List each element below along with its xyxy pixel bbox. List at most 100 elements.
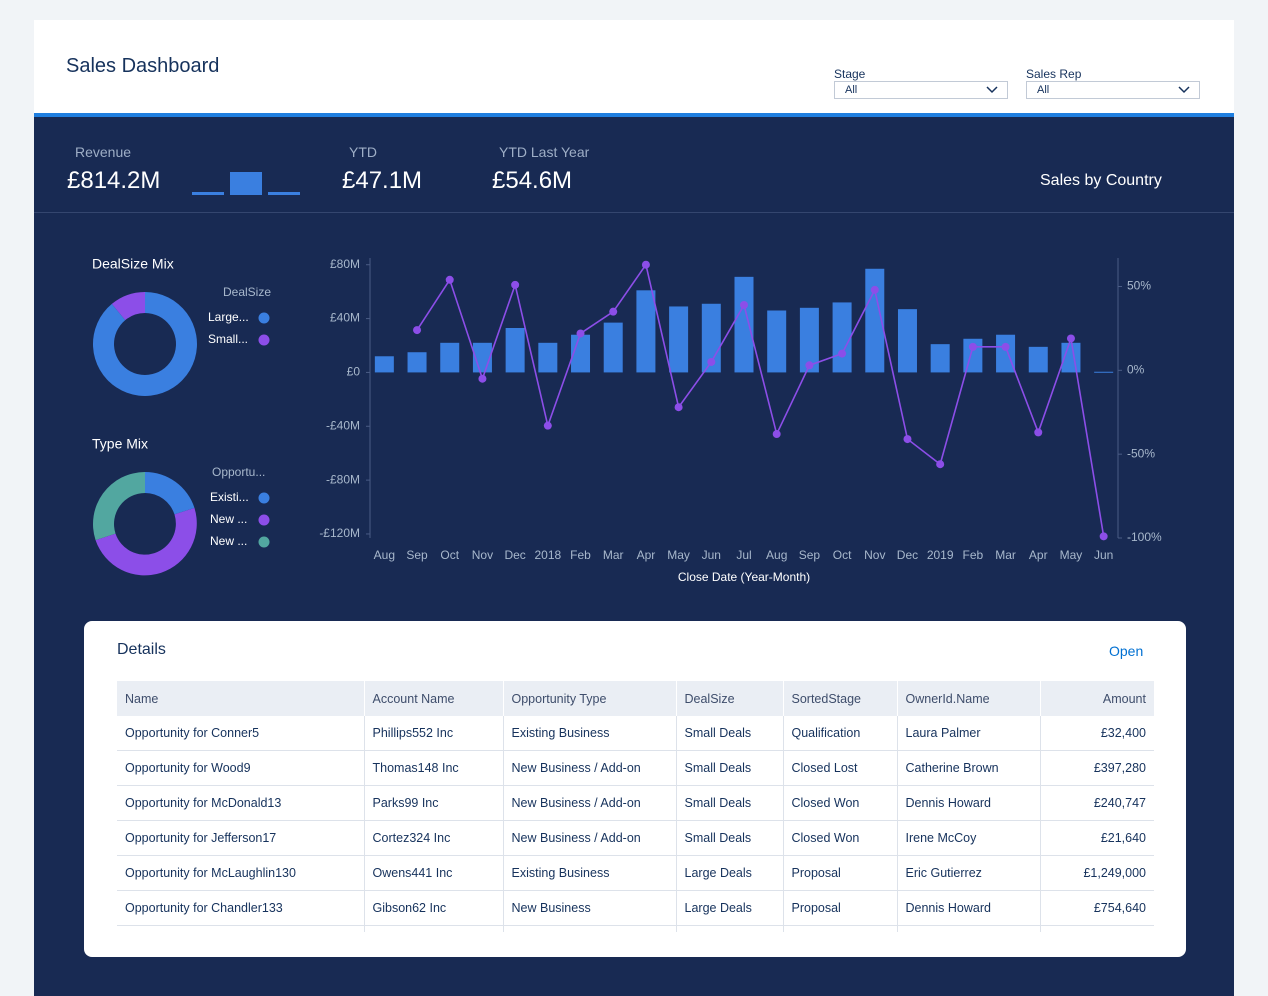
- kpi-value: £814.2M: [67, 167, 161, 194]
- table-cell: Existing Business: [503, 716, 677, 751]
- line-point: [772, 430, 781, 439]
- bar: [865, 268, 885, 373]
- table-row: Opportunity for McDonald13 Parks99 Inc New…: [117, 785, 1154, 821]
- table-cell: Irene McCoy: [897, 820, 1041, 856]
- filter-value: All: [845, 84, 858, 96]
- line-point: [1066, 334, 1075, 343]
- x-tick-label: Nov: [472, 548, 493, 562]
- table-cell: £21,640: [1040, 820, 1154, 856]
- table-body: Opportunity for Conner5 Phillips552 Inc Ex…: [117, 716, 1154, 932]
- details-title: Details: [117, 641, 166, 658]
- table-cell: Small Deals: [676, 716, 784, 751]
- table-cell: Opportunity for Chandler133: [117, 890, 365, 926]
- table-cell: Proposal: [783, 890, 898, 926]
- table-cell: Catherine Brown: [897, 750, 1041, 786]
- x-tick-label: Nov: [864, 548, 885, 562]
- x-axis-title: Close Date (Year-Month): [678, 570, 810, 584]
- table-cell: [676, 925, 784, 932]
- bar: [734, 276, 754, 373]
- table-cell: Eric Gutierrez: [897, 855, 1041, 891]
- x-tick-label: Mar: [603, 548, 624, 562]
- x-tick-label: May: [667, 548, 690, 562]
- table-cell: Closed Won: [783, 785, 898, 821]
- donut-segment: [95, 507, 197, 576]
- table-cell: Proposal: [783, 855, 898, 891]
- x-tick-label: Jun: [702, 548, 721, 562]
- table-cell: New Business / Add-on: [503, 750, 677, 786]
- widget-title: Sales by Country: [1040, 172, 1162, 189]
- line-point: [445, 275, 454, 284]
- open-link[interactable]: Open: [1109, 643, 1144, 659]
- bar: [669, 306, 689, 373]
- x-tick-label: Feb: [963, 548, 984, 562]
- bar: [636, 290, 656, 373]
- bar: [505, 328, 525, 373]
- table-cell: Opportunity for McDonald13: [117, 785, 365, 821]
- line: [416, 262, 1105, 537]
- kpi-label: YTD: [349, 144, 377, 160]
- chevron: [986, 86, 998, 94]
- legend-title: Opportu...: [212, 465, 265, 479]
- table-cell: Qualification: [783, 716, 898, 751]
- x-tick-label: 2019: [927, 548, 954, 562]
- table-cell: Small Deals: [676, 820, 784, 856]
- bar: [603, 322, 623, 373]
- table-row: Opportunity for Conner5 Phillips552 Inc Ex…: [117, 716, 1154, 751]
- bar: [930, 344, 950, 373]
- table-cell: Phillips552 Inc: [364, 716, 504, 751]
- x-tick-label: 2018: [534, 548, 561, 562]
- line-point: [543, 421, 552, 430]
- line-point: [968, 342, 977, 351]
- table-cell: Small Deals: [676, 785, 784, 821]
- filter-select[interactable]: All: [834, 81, 1008, 99]
- table-cell: Owens441 Inc: [364, 855, 504, 891]
- line-point: [609, 307, 618, 316]
- table-cell: Cortez324 Inc: [364, 820, 504, 856]
- divider: [34, 212, 1234, 213]
- table-cell: Closed Won: [783, 820, 898, 856]
- line-point: [1034, 428, 1043, 437]
- table-cell: [503, 925, 677, 932]
- table-cell: [783, 925, 898, 932]
- legend-title: DealSize: [223, 285, 271, 299]
- y-tick-label: £40M: [330, 311, 360, 325]
- bar: [996, 334, 1016, 373]
- table-cell: Dennis Howard: [897, 785, 1041, 821]
- table-cell: Gibson62 Inc: [364, 890, 504, 926]
- y2-tick-label: -50%: [1127, 446, 1155, 460]
- bar: [1028, 346, 1048, 373]
- table-cell: £240,747: [1040, 785, 1154, 821]
- x-tick-label: Mar: [995, 548, 1016, 562]
- x-tick-label: Oct: [833, 548, 852, 562]
- table-cell: Opportunity for McLaughlin130: [117, 855, 365, 891]
- x-tick-label: Jul: [736, 548, 751, 562]
- column-header: DealSize: [676, 681, 784, 716]
- table-row: Opportunity for Wood9 Thomas148 Inc New Bu…: [117, 750, 1154, 786]
- filter-label: Stage: [834, 67, 866, 81]
- y-tick-label: -£40M: [326, 418, 360, 432]
- column-header: SortedStage: [783, 681, 898, 716]
- x-tick-label: Sep: [799, 548, 821, 562]
- bar: [374, 356, 394, 373]
- filter-select[interactable]: All: [1026, 81, 1200, 99]
- legend-dot: [258, 334, 270, 346]
- table-cell: Thomas148 Inc: [364, 750, 504, 786]
- column-header: Account Name: [364, 681, 504, 716]
- table-cell: [1040, 925, 1154, 932]
- x-tick-label: Oct: [440, 548, 459, 562]
- x-tick-label: Dec: [897, 548, 918, 562]
- table-cell: Small Deals: [676, 750, 784, 786]
- table-wrap: Name Account Name Opportunity Type DealSize…: [117, 681, 1154, 932]
- legend-dot: [258, 514, 270, 526]
- table-cell: Laura Palmer: [897, 716, 1041, 751]
- bar: [799, 307, 819, 373]
- filter-label: Sales Rep: [1026, 67, 1082, 81]
- column-header: Opportunity Type: [503, 681, 677, 716]
- line-point: [511, 280, 520, 289]
- table-cell: £754,640: [1040, 890, 1154, 926]
- y-tick-label: -£120M: [319, 526, 360, 540]
- donut-segment: [92, 292, 197, 397]
- y-tick-label: £0: [347, 365, 361, 379]
- line-point: [478, 374, 487, 383]
